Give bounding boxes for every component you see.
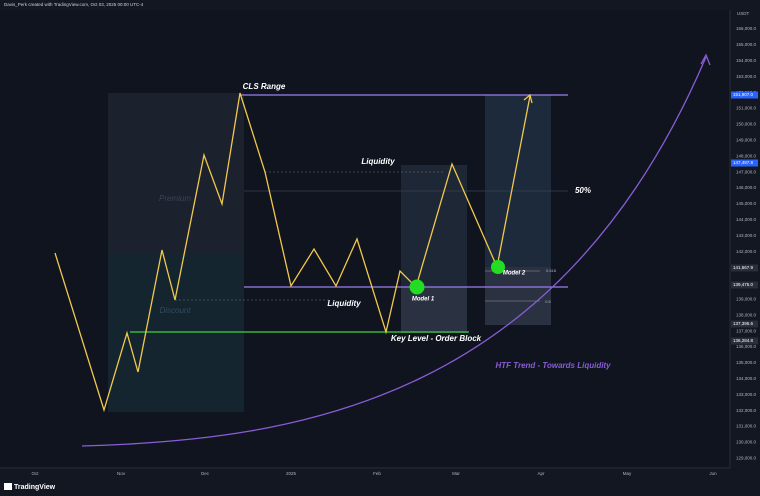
annotation: Liquidity [361, 157, 395, 166]
price-label: 149,000.0 [736, 137, 757, 142]
price-label: 145,000.0 [736, 201, 757, 206]
price-highlight [731, 320, 758, 328]
price-label: 155,000.0 [736, 42, 757, 47]
price-label: 156,000.0 [736, 26, 757, 31]
currency: USDT [737, 11, 750, 16]
premium-zone [108, 93, 244, 253]
price-label: 139,000.0 [736, 296, 757, 301]
path-arrow [523, 93, 533, 104]
annotation: Model 2 [503, 271, 526, 277]
price-highlight-label: 136,284.8 [733, 338, 754, 343]
time-label: May [623, 471, 632, 476]
price-label: 138,000.0 [736, 312, 757, 317]
price-label: 153,000.0 [736, 74, 757, 79]
price-label: 143,000.0 [736, 233, 757, 238]
price-label: 151,000.0 [736, 106, 757, 111]
price-label: 130,000.0 [736, 440, 757, 445]
price-highlight [731, 159, 758, 167]
model-1-box [401, 287, 467, 333]
time-label: Dec [201, 471, 210, 476]
price-label: 146,000.0 [736, 185, 757, 190]
time-label: 2025 [286, 471, 297, 476]
price-highlight-label: 147,497.8 [733, 160, 754, 165]
price-highlight [731, 281, 758, 289]
price-highlight-label: 141,667.9 [733, 265, 754, 270]
price-label: 154,000.0 [736, 58, 757, 63]
annotation: HTF Trend - Towards Liquidity [495, 361, 611, 370]
price-label: 131,000.0 [736, 424, 757, 429]
annotation: CLS Range [243, 82, 286, 91]
price-highlight-label: 139,475.0 [733, 282, 754, 287]
price-highlight-label: 151,907.0 [733, 92, 754, 97]
price-label: 129,000.0 [736, 455, 757, 460]
trend-arrow [700, 53, 711, 66]
price-highlight [731, 264, 758, 272]
price-highlight [731, 91, 758, 99]
price-label: 150,000.0 [736, 122, 757, 127]
model-2-box [485, 267, 551, 325]
logo [4, 483, 12, 490]
price-label: 142,000.0 [736, 249, 757, 254]
price-label: 133,000.0 [736, 392, 757, 397]
time-label: Apr [537, 471, 545, 476]
annotation: Liquidity [327, 299, 361, 308]
price-highlight-label: 137,395.6 [733, 321, 754, 326]
header-text: Davis_Perk created with TradingView.com,… [4, 2, 144, 7]
model-1-marker [409, 279, 425, 295]
price-highlight [731, 337, 758, 345]
time-label: Oct [31, 471, 39, 476]
price-label: 132,000.0 [736, 408, 757, 413]
price-label: 147,000.0 [736, 169, 757, 174]
price-label: 148,000.0 [736, 153, 757, 158]
time-label: Nov [117, 471, 126, 476]
time-label: Jun [709, 471, 717, 476]
annotation: Discount [159, 306, 191, 315]
price-label: 135,000.0 [736, 360, 757, 365]
annotation: Key Level - Order Block [391, 334, 482, 343]
time-label: Mar [452, 471, 460, 476]
fib-label: 0.5 [545, 299, 551, 304]
annotation: Premium [159, 194, 191, 203]
fib-label: 0.618 [546, 268, 557, 273]
annotation: Model 1 [412, 297, 435, 303]
price-label: 134,000.0 [736, 376, 757, 381]
price-label: 137,000.0 [736, 328, 757, 333]
price-label: 136,000.0 [736, 344, 757, 349]
model-2-marker [491, 260, 505, 274]
time-label: Feb [373, 471, 381, 476]
trend-curve [81, 56, 707, 447]
annotation: 50% [575, 186, 591, 195]
footer-brand: TradingView [14, 484, 56, 491]
price-label: 144,000.0 [736, 217, 757, 222]
